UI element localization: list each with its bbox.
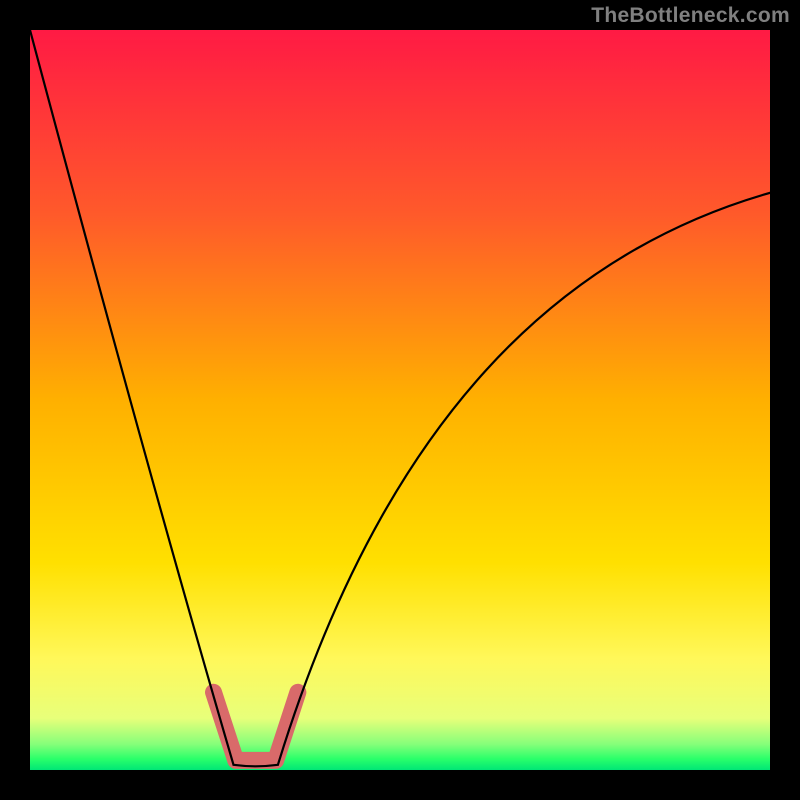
chart-frame: TheBottleneck.com [0,0,800,800]
plot-background [30,30,770,770]
watermark-text: TheBottleneck.com [591,4,790,28]
plot-svg [30,30,770,770]
